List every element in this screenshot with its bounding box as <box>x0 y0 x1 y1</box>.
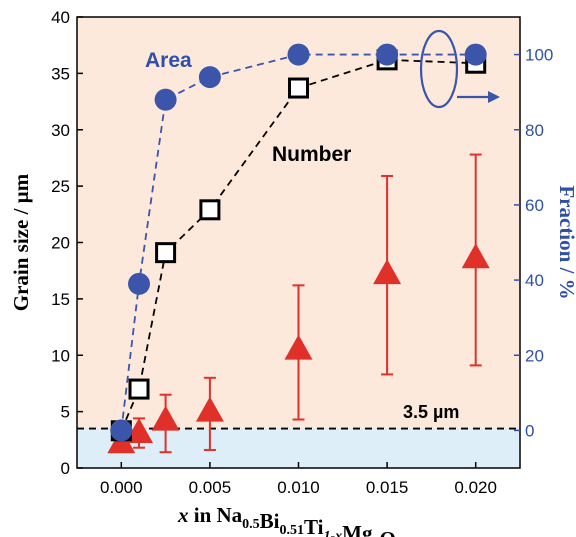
x-axis-label-part: x <box>371 535 379 537</box>
y2-tick-label: 100 <box>525 46 553 65</box>
circle-point <box>287 43 310 66</box>
y-tick-label: 0 <box>61 459 70 478</box>
y-tick-label: 5 <box>61 403 70 422</box>
x-axis-label-part: x <box>177 503 189 527</box>
area-callout-ellipse <box>419 29 459 109</box>
y-axis-label: Grain size / µm <box>9 173 33 311</box>
circle-point <box>198 66 221 89</box>
square-point <box>128 378 150 400</box>
triangle-point <box>284 334 313 360</box>
threshold-label: 3.5 µm <box>403 402 459 422</box>
x-tick-label: 0.000 <box>100 478 143 497</box>
area-callout-arrow-head <box>488 91 500 103</box>
x-axis-label-part: 0.5 <box>242 517 260 532</box>
x-axis-label-part: 1-x <box>323 529 342 537</box>
x-axis-label-part: Mg <box>342 521 373 537</box>
x-axis-label-part: in Na <box>188 503 242 527</box>
y-tick-label: 20 <box>51 234 70 253</box>
circle-point <box>128 272 151 295</box>
tick-labels: 0 5 10 15 20 25 30 35 40 0 20 40 60 80 100 0.000 0.005 0.… <box>51 8 553 497</box>
y-tick-label: 40 <box>51 8 70 27</box>
plot-frame <box>76 16 521 469</box>
x-tick-label: 0.010 <box>277 478 320 497</box>
square-point <box>288 77 309 99</box>
data-markers <box>107 43 490 454</box>
circle-point <box>464 43 487 66</box>
square-point <box>199 199 221 221</box>
x-axis-label-part: 0.51 <box>280 523 305 537</box>
circle-point <box>110 419 133 442</box>
triangle-point <box>373 259 402 285</box>
triangle-point <box>195 396 224 422</box>
square-point <box>155 242 177 264</box>
y2-tick-label: 40 <box>525 271 544 290</box>
y2-tick-label: 80 <box>525 121 544 140</box>
x-axis-label-part: Bi <box>260 509 280 533</box>
triangle-point <box>461 243 490 269</box>
y2-tick-label: 20 <box>525 346 544 365</box>
region-below-threshold <box>77 428 520 468</box>
x-tick-label: 0.015 <box>366 478 409 497</box>
triangle-point <box>151 405 180 431</box>
y-tick-label: 15 <box>51 290 70 309</box>
y-tick-label: 25 <box>51 177 70 196</box>
y2-tick-label: 0 <box>525 421 534 440</box>
y-tick-label: 30 <box>51 121 70 140</box>
x-axis-label: x in Na0.5Bi0.51Ti1-xMgxO3.015-x <box>177 503 439 537</box>
x-tick-label: 0.005 <box>189 478 232 497</box>
y2-axis-label: Fraction / % <box>555 185 576 299</box>
number-annotation: Number <box>272 143 351 166</box>
circle-point <box>376 43 399 66</box>
area-annotation: Area <box>145 49 192 72</box>
triangle-point <box>125 418 154 444</box>
x-axis-label-part: Ti <box>304 515 324 537</box>
y-tick-label: 35 <box>51 64 70 83</box>
y2-tick-label: 60 <box>525 196 544 215</box>
circle-point <box>154 88 177 111</box>
x-axis-label-part: O <box>379 527 395 537</box>
y-tick-label: 10 <box>51 346 70 365</box>
x-tick-label: 0.020 <box>454 478 497 497</box>
annotations: Area Number 3.5 µm <box>145 29 500 422</box>
